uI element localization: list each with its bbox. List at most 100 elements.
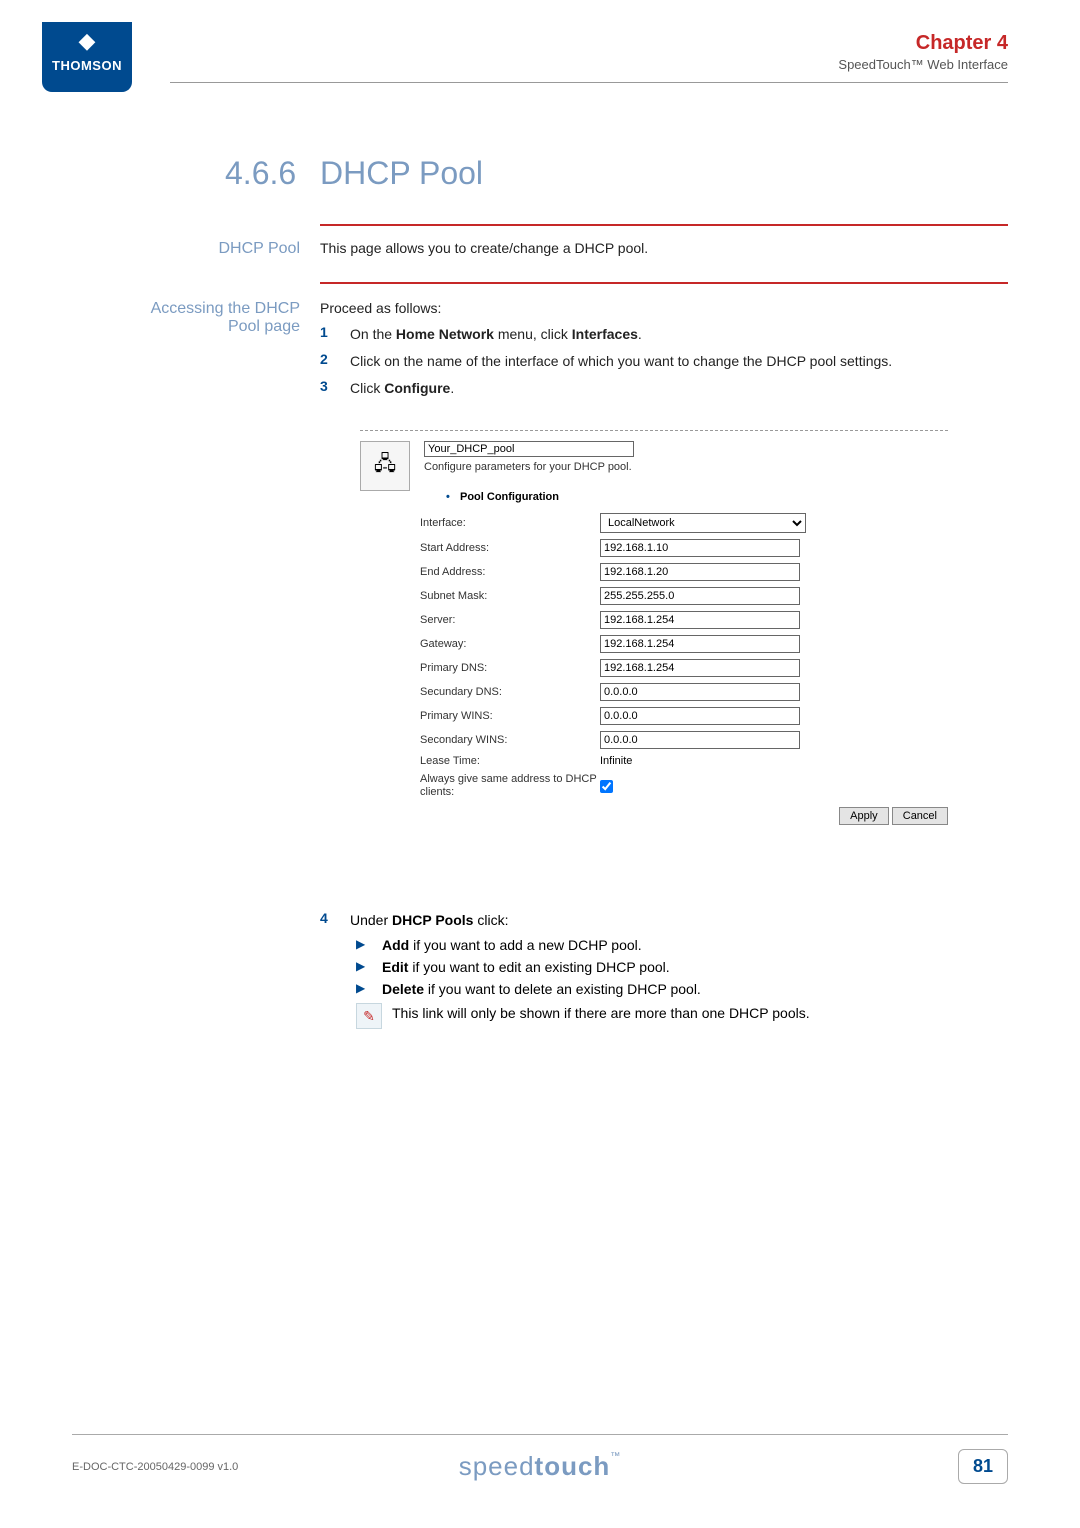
side-label-accessing: Accessing the DHCP Pool page xyxy=(120,300,300,336)
subnet-mask-input[interactable] xyxy=(600,587,800,605)
t: Add if you want to add a new DCHP pool. xyxy=(382,937,642,953)
step-text: On the Home Network menu, click Interfac… xyxy=(350,324,1008,345)
t: Configure xyxy=(384,380,450,396)
lease-time-value: Infinite xyxy=(600,755,632,767)
gateway-label: Gateway: xyxy=(420,638,600,650)
note-row: ✎ This link will only be shown if there … xyxy=(356,1003,1008,1029)
t: Click xyxy=(350,380,384,396)
t: if you want to delete an existing DHCP p… xyxy=(424,981,701,997)
subnet-mask-label: Subnet Mask: xyxy=(420,590,600,602)
pool-name-input[interactable] xyxy=(424,441,634,457)
step-number: 2 xyxy=(320,351,350,367)
start-address-label: Start Address: xyxy=(420,542,600,554)
step-text: Under DHCP Pools click: xyxy=(350,910,1008,931)
step-number: 3 xyxy=(320,378,350,394)
apply-button[interactable]: Apply xyxy=(839,807,889,825)
interface-select[interactable]: LocalNetwork xyxy=(600,513,806,533)
page-number: 81 xyxy=(958,1449,1008,1484)
t: Under xyxy=(350,912,392,928)
side-label-dhcp-pool: DHCP Pool xyxy=(120,240,300,258)
step-text: Click on the name of the interface of wh… xyxy=(350,351,1008,372)
steps-list: 1 On the Home Network menu, click Interf… xyxy=(320,324,1008,405)
gateway-input[interactable] xyxy=(600,635,800,653)
primary-dns-input[interactable] xyxy=(600,659,800,677)
chapter-block: Chapter 4 SpeedTouch™ Web Interface xyxy=(838,32,1008,72)
proceed-paragraph: Proceed as follows: xyxy=(320,300,1008,316)
pool-desc: Configure parameters for your DHCP pool. xyxy=(424,461,948,473)
step-1: 1 On the Home Network menu, click Interf… xyxy=(320,324,1008,345)
secondary-dns-input[interactable] xyxy=(600,683,800,701)
server-label: Server: xyxy=(420,614,600,626)
note-icon: ✎ xyxy=(356,1003,382,1029)
brand-mark: speedtouch™ xyxy=(459,1451,622,1482)
screenshot-header-text: Configure parameters for your DHCP pool.… xyxy=(424,441,948,513)
cancel-button[interactable]: Cancel xyxy=(892,807,948,825)
page-header: ◆ THOMSON Chapter 4 SpeedTouch™ Web Inte… xyxy=(0,0,1080,80)
list-item: ▶Delete if you want to delete an existin… xyxy=(356,981,1008,997)
step-number: 4 xyxy=(320,910,350,926)
secondary-dns-label: Secundary DNS: xyxy=(420,686,600,698)
t: Home Network xyxy=(396,326,494,342)
triangle-icon: ▶ xyxy=(356,981,382,995)
t: DHCP Pools xyxy=(392,912,473,928)
t: Edit xyxy=(382,959,408,975)
page-footer: E-DOC-CTC-20050429-0099 v1.0 speedtouch™… xyxy=(72,1434,1008,1484)
logo-glyph-icon: ◆ xyxy=(42,30,132,52)
primary-wins-label: Primary WINS: xyxy=(420,710,600,722)
step-2: 2 Click on the name of the interface of … xyxy=(320,351,1008,372)
field-grid: Interface:LocalNetwork Start Address: En… xyxy=(420,513,948,825)
t: Delete xyxy=(382,981,424,997)
step-4-block: 4 Under DHCP Pools click: ▶Add if you wa… xyxy=(320,910,1008,1029)
same-address-label: Always give same address to DHCP clients… xyxy=(420,773,600,799)
button-row: Apply Cancel xyxy=(420,807,948,825)
chapter-title: Chapter 4 xyxy=(838,32,1008,55)
section-divider xyxy=(320,224,1008,226)
step4-bullets: ▶Add if you want to add a new DCHP pool.… xyxy=(356,937,1008,997)
doc-id: E-DOC-CTC-20050429-0099 v1.0 xyxy=(72,1461,238,1473)
lease-time-label: Lease Time: xyxy=(420,755,600,767)
secondary-wins-label: Secondary WINS: xyxy=(420,734,600,746)
t: Delete if you want to delete an existing… xyxy=(382,981,701,997)
list-item: ▶Add if you want to add a new DCHP pool. xyxy=(356,937,1008,953)
end-address-input[interactable] xyxy=(600,563,800,581)
t: On the xyxy=(350,326,396,342)
t: if you want to add a new DCHP pool. xyxy=(409,937,641,953)
section-number: 4.6.6 xyxy=(225,155,296,192)
section-divider xyxy=(320,282,1008,284)
triangle-icon: ▶ xyxy=(356,959,382,973)
header-rule xyxy=(170,82,1008,83)
dhcp-config-screenshot: 🖧 Configure parameters for your DHCP poo… xyxy=(360,430,948,825)
t: Add xyxy=(382,937,409,953)
network-icon: 🖧 xyxy=(360,441,410,491)
t: speed xyxy=(459,1451,535,1481)
step-4: 4 Under DHCP Pools click: xyxy=(320,910,1008,931)
primary-wins-input[interactable] xyxy=(600,707,800,725)
interface-label: Interface: xyxy=(420,517,600,529)
t: Edit if you want to edit an existing DHC… xyxy=(382,959,670,975)
t: . xyxy=(450,380,454,396)
step-number: 1 xyxy=(320,324,350,340)
note-text: This link will only be shown if there ar… xyxy=(392,1003,810,1029)
logo-text: THOMSON xyxy=(42,58,132,73)
tm-icon: ™ xyxy=(610,1451,621,1462)
brand-logo: ◆ THOMSON xyxy=(42,22,132,92)
same-address-checkbox[interactable] xyxy=(600,780,613,793)
intro-paragraph: This page allows you to create/change a … xyxy=(320,240,1008,256)
t: Interfaces xyxy=(572,326,638,342)
page-title: DHCP Pool xyxy=(320,155,483,192)
screenshot-header: 🖧 Configure parameters for your DHCP poo… xyxy=(360,441,948,513)
list-item: ▶Edit if you want to edit an existing DH… xyxy=(356,959,1008,975)
t: touch xyxy=(535,1451,611,1481)
primary-dns-label: Primary DNS: xyxy=(420,662,600,674)
t: . xyxy=(638,326,642,342)
t: click: xyxy=(473,912,508,928)
step-text: Click Configure. xyxy=(350,378,1008,399)
triangle-icon: ▶ xyxy=(356,937,382,951)
step-3: 3 Click Configure. xyxy=(320,378,1008,399)
server-input[interactable] xyxy=(600,611,800,629)
start-address-input[interactable] xyxy=(600,539,800,557)
secondary-wins-input[interactable] xyxy=(600,731,800,749)
t: menu, click xyxy=(494,326,572,342)
t: if you want to edit an existing DHCP poo… xyxy=(408,959,669,975)
pool-config-title: Pool Configuration xyxy=(460,491,948,503)
